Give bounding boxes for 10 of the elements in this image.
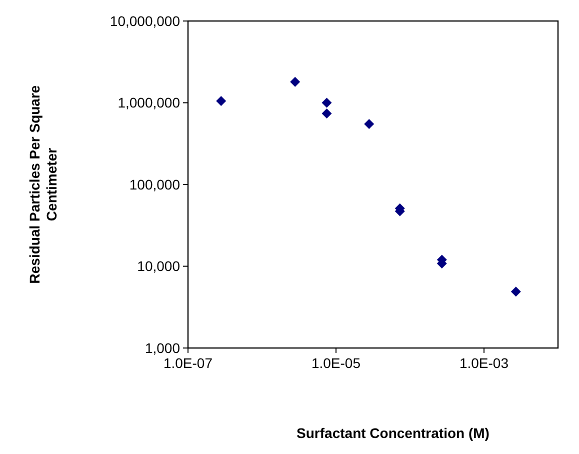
y-tick-label: 10,000: [137, 258, 180, 274]
y-axis-title: Residual Particles Per Square Centimeter: [26, 85, 60, 284]
x-tick-label: 1.0E-03: [459, 355, 509, 371]
y-tick-label: 100,000: [129, 176, 180, 192]
y-tick-label: 10,000,000: [110, 12, 180, 29]
y-tick-label: 1,000: [144, 340, 180, 356]
y-tick-label: 1,000,000: [118, 94, 180, 111]
x-tick-label: 1.0E-05: [311, 355, 361, 371]
x-tick-label: 1.0E-07: [163, 355, 213, 371]
x-axis-title: Surfactant Concentration (M): [296, 425, 490, 441]
